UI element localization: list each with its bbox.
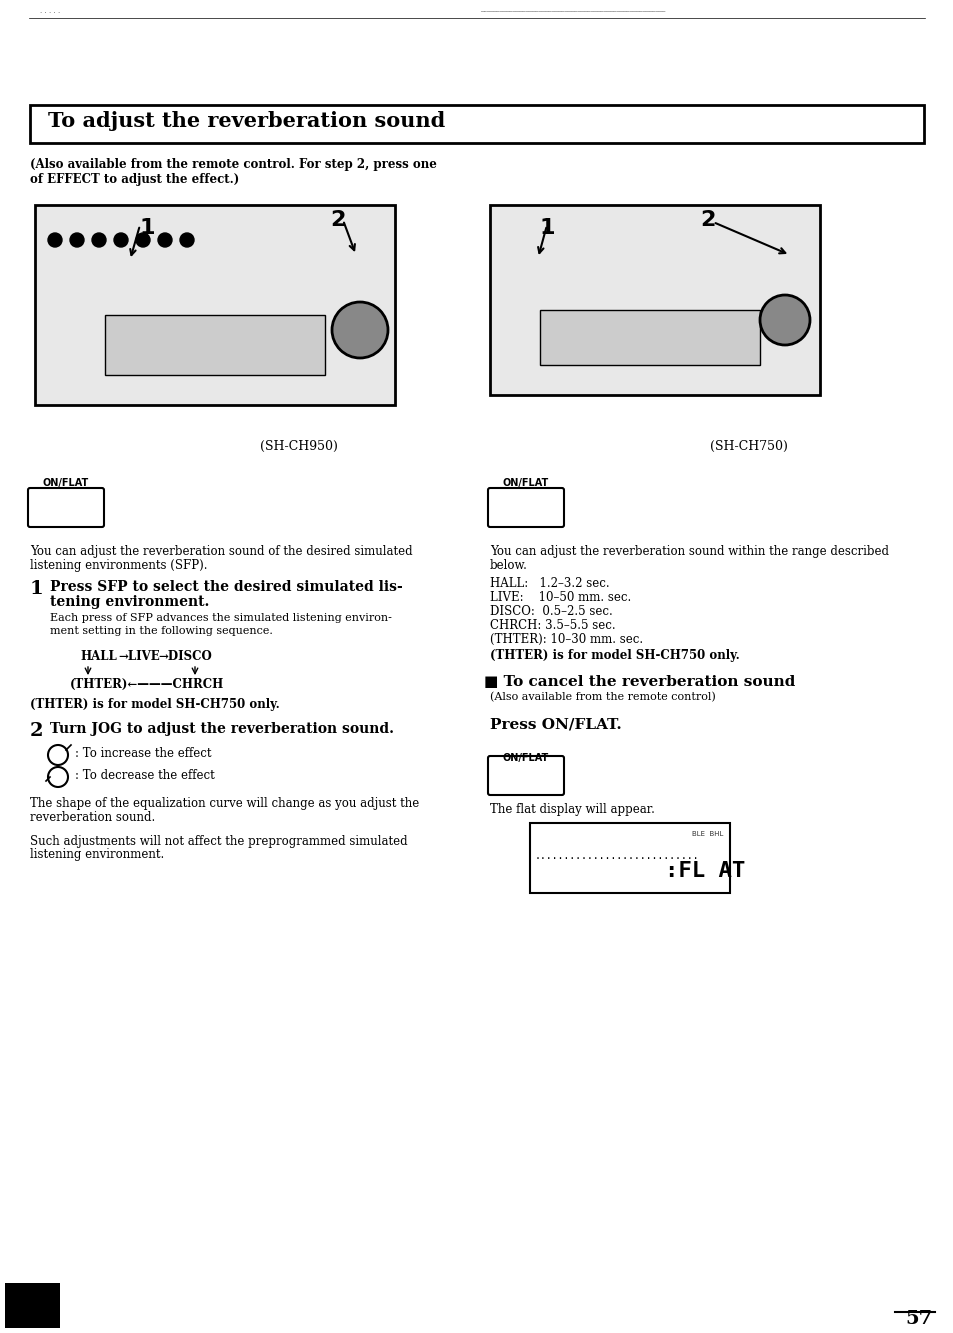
Text: listening environments (SFP).: listening environments (SFP). [30,559,208,572]
Text: ON/FLAT: ON/FLAT [43,479,89,488]
Text: ON/FLAT: ON/FLAT [502,479,549,488]
Text: (Also available from the remote control): (Also available from the remote control) [490,692,715,702]
Text: listening environment.: listening environment. [30,848,164,861]
Text: ■ To cancel the reverberation sound: ■ To cancel the reverberation sound [483,674,795,689]
Text: You can adjust the reverberation sound of the desired simulated: You can adjust the reverberation sound o… [30,545,413,559]
Text: (Also available from the remote control. For step 2, press one
of EFFECT to adju: (Also available from the remote control.… [30,159,436,187]
Text: HALL:   1.2–3.2 sec.: HALL: 1.2–3.2 sec. [490,577,609,591]
Text: The shape of the equalization curve will change as you adjust the: The shape of the equalization curve will… [30,797,418,810]
Text: ─────────────────────────────────────────────────────────: ────────────────────────────────────────… [479,11,664,15]
Text: Press SFP to select the desired simulated lis-: Press SFP to select the desired simulate… [50,580,402,595]
Text: tening environment.: tening environment. [50,595,209,609]
Text: HALL: HALL [80,651,116,663]
Text: :FL AT: :FL AT [664,861,744,881]
Text: LIVE:    10–50 mm. sec.: LIVE: 10–50 mm. sec. [490,591,631,604]
Circle shape [113,233,128,247]
Text: Press ON/FLAT.: Press ON/FLAT. [490,718,621,732]
Text: 57: 57 [904,1310,931,1328]
Text: : To decrease the effect: : To decrease the effect [75,769,214,782]
Circle shape [48,766,68,786]
Circle shape [332,303,388,359]
Bar [30,105,923,143]
Bar [105,315,325,375]
Text: →DISCO: →DISCO [158,651,212,663]
Text: below.: below. [490,559,527,572]
FancyBboxPatch shape [488,488,563,527]
Text: 2: 2 [700,211,715,231]
Text: Such adjustments will not affect the preprogrammed simulated: Such adjustments will not affect the pre… [30,834,407,848]
Bar [539,311,760,365]
Text: (SH-CH750): (SH-CH750) [709,440,787,453]
Text: (SH-CH950): (SH-CH950) [260,440,337,453]
Text: : To increase the effect: : To increase the effect [75,746,212,760]
Circle shape [136,233,150,247]
Text: Each press of SFP advances the simulated listening environ-: Each press of SFP advances the simulated… [50,613,392,623]
Text: 2: 2 [330,211,345,231]
Text: ment setting in the following sequence.: ment setting in the following sequence. [50,627,273,636]
Text: BLE  BHL: BLE BHL [691,830,722,837]
Circle shape [70,233,84,247]
Text: 1: 1 [30,580,44,599]
Text: (THTER): 10–30 mm. sec.: (THTER): 10–30 mm. sec. [490,633,642,647]
Circle shape [91,233,106,247]
Text: · · · · ·: · · · · · [40,11,60,16]
FancyBboxPatch shape [28,488,104,527]
Text: Turn JOG to adjust the reverberation sound.: Turn JOG to adjust the reverberation sou… [50,722,394,736]
Text: ON/FLAT: ON/FLAT [502,753,549,762]
Text: The flat display will appear.: The flat display will appear. [490,802,654,816]
Text: →LIVE: →LIVE [118,651,159,663]
Circle shape [48,745,68,765]
Bar [530,822,729,893]
Circle shape [48,233,62,247]
Text: 1: 1 [539,219,555,239]
Text: 2: 2 [30,722,44,740]
Text: CHRCH: 3.5–5.5 sec.: CHRCH: 3.5–5.5 sec. [490,619,615,632]
Text: 1: 1 [140,219,155,239]
Bar [490,205,820,395]
Bar [5,1282,60,1328]
Text: (THTER)←———CHRCH: (THTER)←———CHRCH [70,678,224,690]
Circle shape [180,233,193,247]
Text: To adjust the reverberation sound: To adjust the reverberation sound [48,111,445,131]
Text: DISCO:  0.5–2.5 sec.: DISCO: 0.5–2.5 sec. [490,605,612,619]
Text: (THTER) is for model SH-CH750 only.: (THTER) is for model SH-CH750 only. [30,698,279,710]
Circle shape [760,295,809,345]
Text: ............................: ............................ [535,850,699,861]
FancyBboxPatch shape [488,756,563,794]
Text: (THTER) is for model SH-CH750 only.: (THTER) is for model SH-CH750 only. [490,649,739,663]
Text: reverberation sound.: reverberation sound. [30,810,155,824]
Circle shape [158,233,172,247]
Bar [35,205,395,405]
Text: You can adjust the reverberation sound within the range described: You can adjust the reverberation sound w… [490,545,888,559]
